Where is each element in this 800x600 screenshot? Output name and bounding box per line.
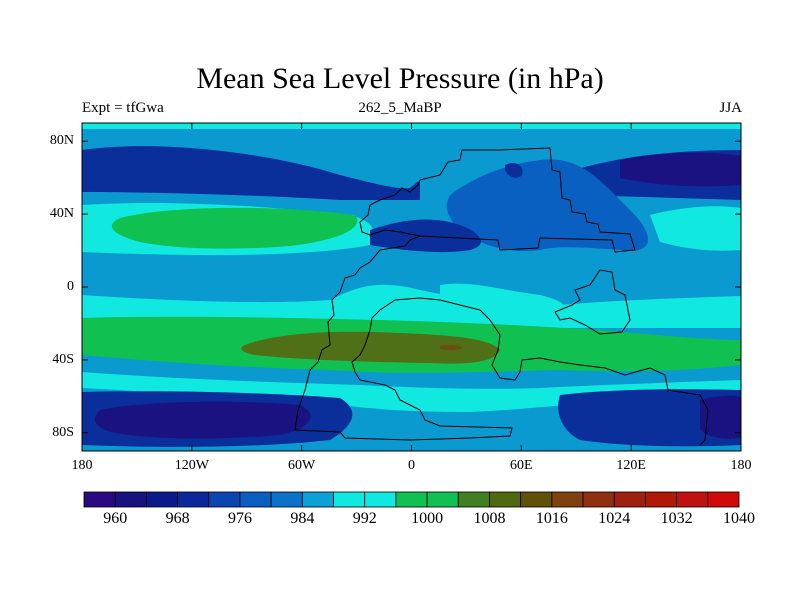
colorbar-swatch [239, 491, 272, 508]
lat-label: 40S [52, 351, 74, 367]
colorbar-swatch [114, 491, 147, 508]
colorbar-swatch [489, 491, 522, 508]
lat-label: 40N [49, 206, 74, 222]
colorbar-label: 960 [103, 510, 128, 527]
colorbar-label: 984 [290, 510, 315, 527]
lon-label: 60E [510, 458, 533, 473]
colorbar-label: 1016 [535, 510, 568, 527]
period-label: 262_5_MaBP [358, 100, 442, 116]
colorbar-swatch [145, 491, 178, 508]
experiment-label: Expt = tfGwa [82, 100, 164, 116]
colorbar-swatch [208, 491, 241, 508]
colorbar-swatch [301, 491, 334, 508]
pangaea-coastline [294, 147, 709, 446]
antarctic-low-east [700, 395, 741, 439]
colorbar [83, 491, 740, 508]
season-label: JJA [719, 100, 742, 116]
colorbar-swatch [707, 491, 740, 508]
colorbar-swatch [551, 491, 584, 508]
colorbar-label: 1000 [411, 510, 444, 527]
south-high-peak [440, 344, 462, 351]
colorbar-swatch [333, 491, 366, 508]
colorbar-swatch [83, 491, 116, 508]
colorbar-swatch [395, 491, 428, 508]
colorbar-swatch [645, 491, 678, 508]
colorbar-swatch [426, 491, 459, 508]
colorbar-swatch [613, 491, 646, 508]
colorbar-swatch [270, 491, 303, 508]
lat-label: 0 [67, 279, 74, 294]
map-title: Mean Sea Level Pressure (in hPa) [196, 62, 604, 95]
interior-low-cell [505, 163, 523, 178]
colorbar-swatch [520, 491, 553, 508]
south-high-core [241, 331, 500, 364]
north-pacific-high-region [650, 206, 741, 251]
northern-low-band-west [82, 146, 420, 200]
subtropical-high-north [111, 207, 358, 249]
southern-low-band-east [558, 389, 741, 447]
lat-label: 80S [52, 424, 74, 440]
lon-label: 180 [730, 458, 752, 473]
siberian-low [620, 152, 741, 187]
colorbar-swatch [582, 491, 615, 508]
colorbar-label: 976 [227, 510, 252, 527]
colorbar-label: 1032 [660, 510, 693, 527]
pressure-field [82, 123, 741, 451]
lon-label: 180 [71, 458, 93, 473]
colorbar-label: 968 [165, 510, 190, 527]
colorbar-swatch [364, 491, 397, 508]
antarctic-low-west [94, 401, 311, 439]
pangaea-summer-low [446, 159, 649, 251]
lat-label: 80N [49, 133, 74, 149]
colorbar-label: 1040 [723, 510, 755, 527]
equatorial-cyan-lobe [440, 283, 564, 315]
colorbar-swatch [676, 491, 709, 508]
colorbar-swatch [457, 491, 490, 508]
colorbar-label: 992 [352, 510, 377, 527]
colorbar-swatch [177, 491, 210, 508]
lon-label: 120W [174, 458, 209, 473]
lon-label: 60W [288, 458, 316, 473]
equatorial-band [82, 284, 741, 328]
lon-label: 120E [616, 458, 646, 473]
colorbar-label: 1024 [598, 510, 631, 527]
lon-label: 0 [408, 458, 415, 473]
colorbar-label: 1008 [473, 510, 506, 527]
axis-ticks [81, 123, 742, 451]
